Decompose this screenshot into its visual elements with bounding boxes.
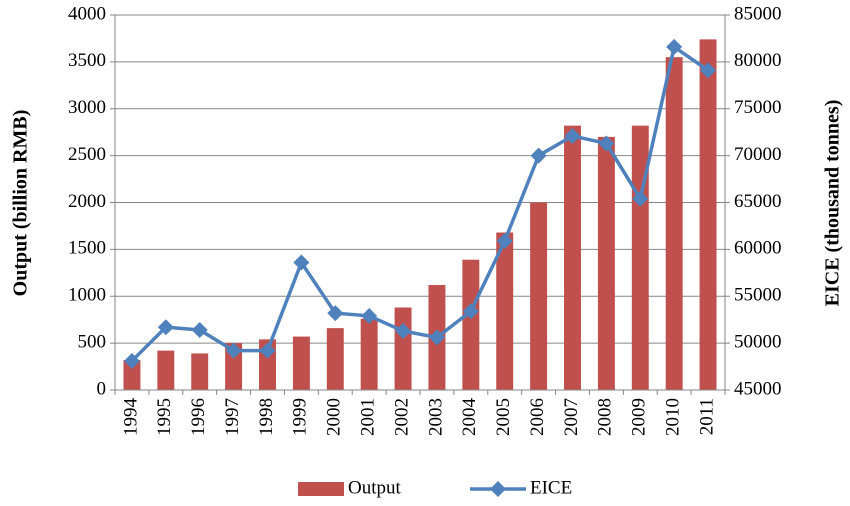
x-tick-label: 2000: [324, 398, 345, 436]
bar: [564, 125, 581, 390]
bar: [462, 259, 480, 390]
x-tick-label: 1998: [256, 398, 277, 436]
x-tick-label: 2002: [391, 398, 412, 436]
marker: [666, 38, 683, 55]
y-tick-label: 2000: [68, 191, 106, 212]
x-tick-label: 2007: [561, 398, 582, 436]
x-tick-label: 2011: [696, 398, 717, 435]
marker: [564, 127, 581, 144]
bar: [597, 136, 615, 390]
bar: [360, 318, 378, 390]
y-tick-label: 1500: [68, 238, 106, 259]
bar: [191, 353, 209, 390]
marker: [496, 232, 513, 249]
bar: [665, 57, 683, 390]
legend-marker: [490, 481, 506, 497]
x-tick-label: 1997: [222, 398, 243, 436]
y-tick-label: 2500: [68, 144, 106, 165]
marker: [327, 305, 344, 322]
x-tick-label: 2008: [595, 398, 616, 436]
x-tick-label: 1994: [120, 398, 141, 437]
y-tick-label: 500: [78, 331, 107, 352]
marker: [395, 322, 412, 339]
line: [130, 43, 710, 363]
legend-label: Output: [348, 477, 402, 498]
y2-tick-label: 80000: [734, 50, 782, 71]
y2-tick-label: 75000: [734, 97, 782, 118]
y2-tick-label: 85000: [734, 3, 782, 24]
y2-tick-label: 55000: [734, 285, 782, 306]
x-tick-label: 2010: [663, 398, 684, 436]
y-tick-label: 3500: [68, 50, 106, 71]
bar: [123, 360, 141, 390]
y-tick-label: 3000: [68, 97, 106, 118]
marker: [361, 307, 378, 324]
marker: [123, 352, 140, 369]
bar: [225, 343, 243, 390]
bar: [496, 232, 514, 390]
bar: [157, 350, 175, 390]
y-tick-label: 1000: [68, 285, 106, 306]
bar: [326, 328, 344, 390]
marker: [530, 147, 547, 164]
y-tick-label: 4000: [68, 3, 106, 24]
x-tick-label: 2006: [527, 398, 548, 436]
x-tick-label: 1995: [154, 398, 175, 436]
y2-tick-label: 70000: [734, 144, 782, 165]
bar: [699, 39, 717, 390]
marker: [462, 303, 479, 320]
x-tick-label: 2001: [358, 398, 379, 436]
x-tick-label: 1999: [290, 398, 311, 436]
marker: [157, 319, 174, 336]
bar: [292, 336, 310, 390]
y-axis-title: Output (billion RMB): [10, 110, 32, 297]
x-tick-label: 2003: [425, 398, 446, 436]
legend-swatch: [298, 482, 344, 496]
y2-tick-label: 65000: [734, 191, 782, 212]
y2-tick-label: 60000: [734, 238, 782, 259]
marker: [191, 322, 208, 338]
x-tick-label: 1996: [188, 398, 209, 436]
marker: [632, 190, 649, 207]
y2-axis-title: EICE (thousand tonnes): [822, 100, 844, 307]
marker: [225, 342, 242, 359]
bar: [394, 307, 412, 390]
x-tick-label: 2004: [459, 398, 480, 437]
x-tick-label: 2009: [629, 398, 650, 436]
marker: [428, 329, 445, 346]
x-tick-label: 2005: [493, 398, 514, 436]
marker: [293, 254, 310, 271]
legend-label: EICE: [530, 477, 572, 498]
y2-tick-label: 45000: [734, 378, 782, 399]
bar: [530, 202, 548, 390]
marker: [259, 342, 276, 359]
marker: [700, 62, 717, 79]
marker: [598, 135, 615, 152]
y-tick-label: 0: [97, 378, 107, 399]
y2-tick-label: 50000: [734, 331, 782, 352]
